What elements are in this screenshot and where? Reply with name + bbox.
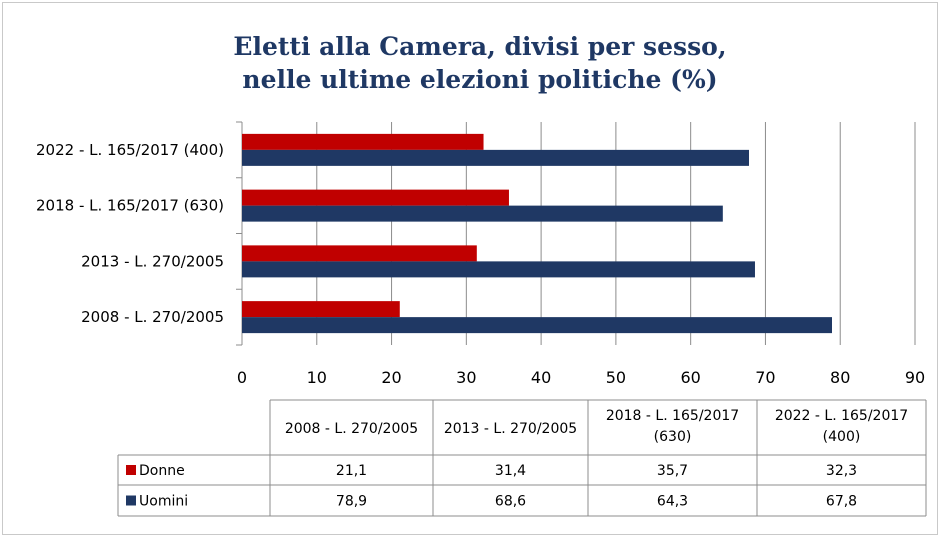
table-header-cell: 2018 - L. 165/2017 xyxy=(606,408,739,424)
table-value-cell: 21,1 xyxy=(336,463,367,479)
legend-key-donne xyxy=(126,465,136,475)
bar-donne xyxy=(242,133,484,150)
table-value-cell: 64,3 xyxy=(657,494,688,510)
bar-uomini xyxy=(242,261,755,278)
legend-label: Donne xyxy=(139,463,185,479)
bar-donne xyxy=(242,301,400,318)
table-value-cell: 78,9 xyxy=(336,494,367,510)
x-tick-label: 50 xyxy=(606,368,626,387)
table-header-cell: (630) xyxy=(654,429,692,445)
x-tick-label: 30 xyxy=(456,368,476,387)
y-category-label: 2018 - L. 165/2017 (630) xyxy=(36,197,224,215)
table-header-cell: 2022 - L. 165/2017 xyxy=(775,408,908,424)
x-tick-label: 70 xyxy=(755,368,775,387)
bar-uomini xyxy=(242,205,723,222)
y-category-label: 2008 - L. 270/2005 xyxy=(81,308,224,326)
x-tick-label: 40 xyxy=(531,368,551,387)
table-header-cell: (400) xyxy=(823,429,861,445)
x-tick-label: 80 xyxy=(830,368,850,387)
table-value-cell: 31,4 xyxy=(495,463,526,479)
y-category-label: 2022 - L. 165/2017 (400) xyxy=(36,141,224,159)
table-header-cell: 2008 - L. 270/2005 xyxy=(285,421,418,437)
bar-donne xyxy=(242,245,477,262)
legend-key-uomini xyxy=(126,495,136,506)
x-tick-label: 0 xyxy=(237,368,247,387)
x-tick-label: 10 xyxy=(307,368,327,387)
legend-label: Uomini xyxy=(139,494,188,510)
table-header-cell: 2013 - L. 270/2005 xyxy=(444,421,577,437)
table-value-cell: 32,3 xyxy=(826,463,857,479)
table-value-cell: 68,6 xyxy=(495,494,526,510)
bar-uomini xyxy=(242,317,832,334)
x-tick-label: 90 xyxy=(905,368,925,387)
bar-uomini xyxy=(242,149,749,166)
bar-donne xyxy=(242,189,509,206)
table-value-cell: 35,7 xyxy=(657,463,688,479)
x-tick-label: 60 xyxy=(680,368,700,387)
chart-title-line: Eletti alla Camera, divisi per sesso, xyxy=(233,32,726,61)
x-tick-label: 20 xyxy=(381,368,401,387)
y-category-label: 2013 - L. 270/2005 xyxy=(81,252,224,270)
table-value-cell: 67,8 xyxy=(826,494,857,510)
chart-title-line: nelle ultime elezioni politiche (%) xyxy=(242,65,717,94)
